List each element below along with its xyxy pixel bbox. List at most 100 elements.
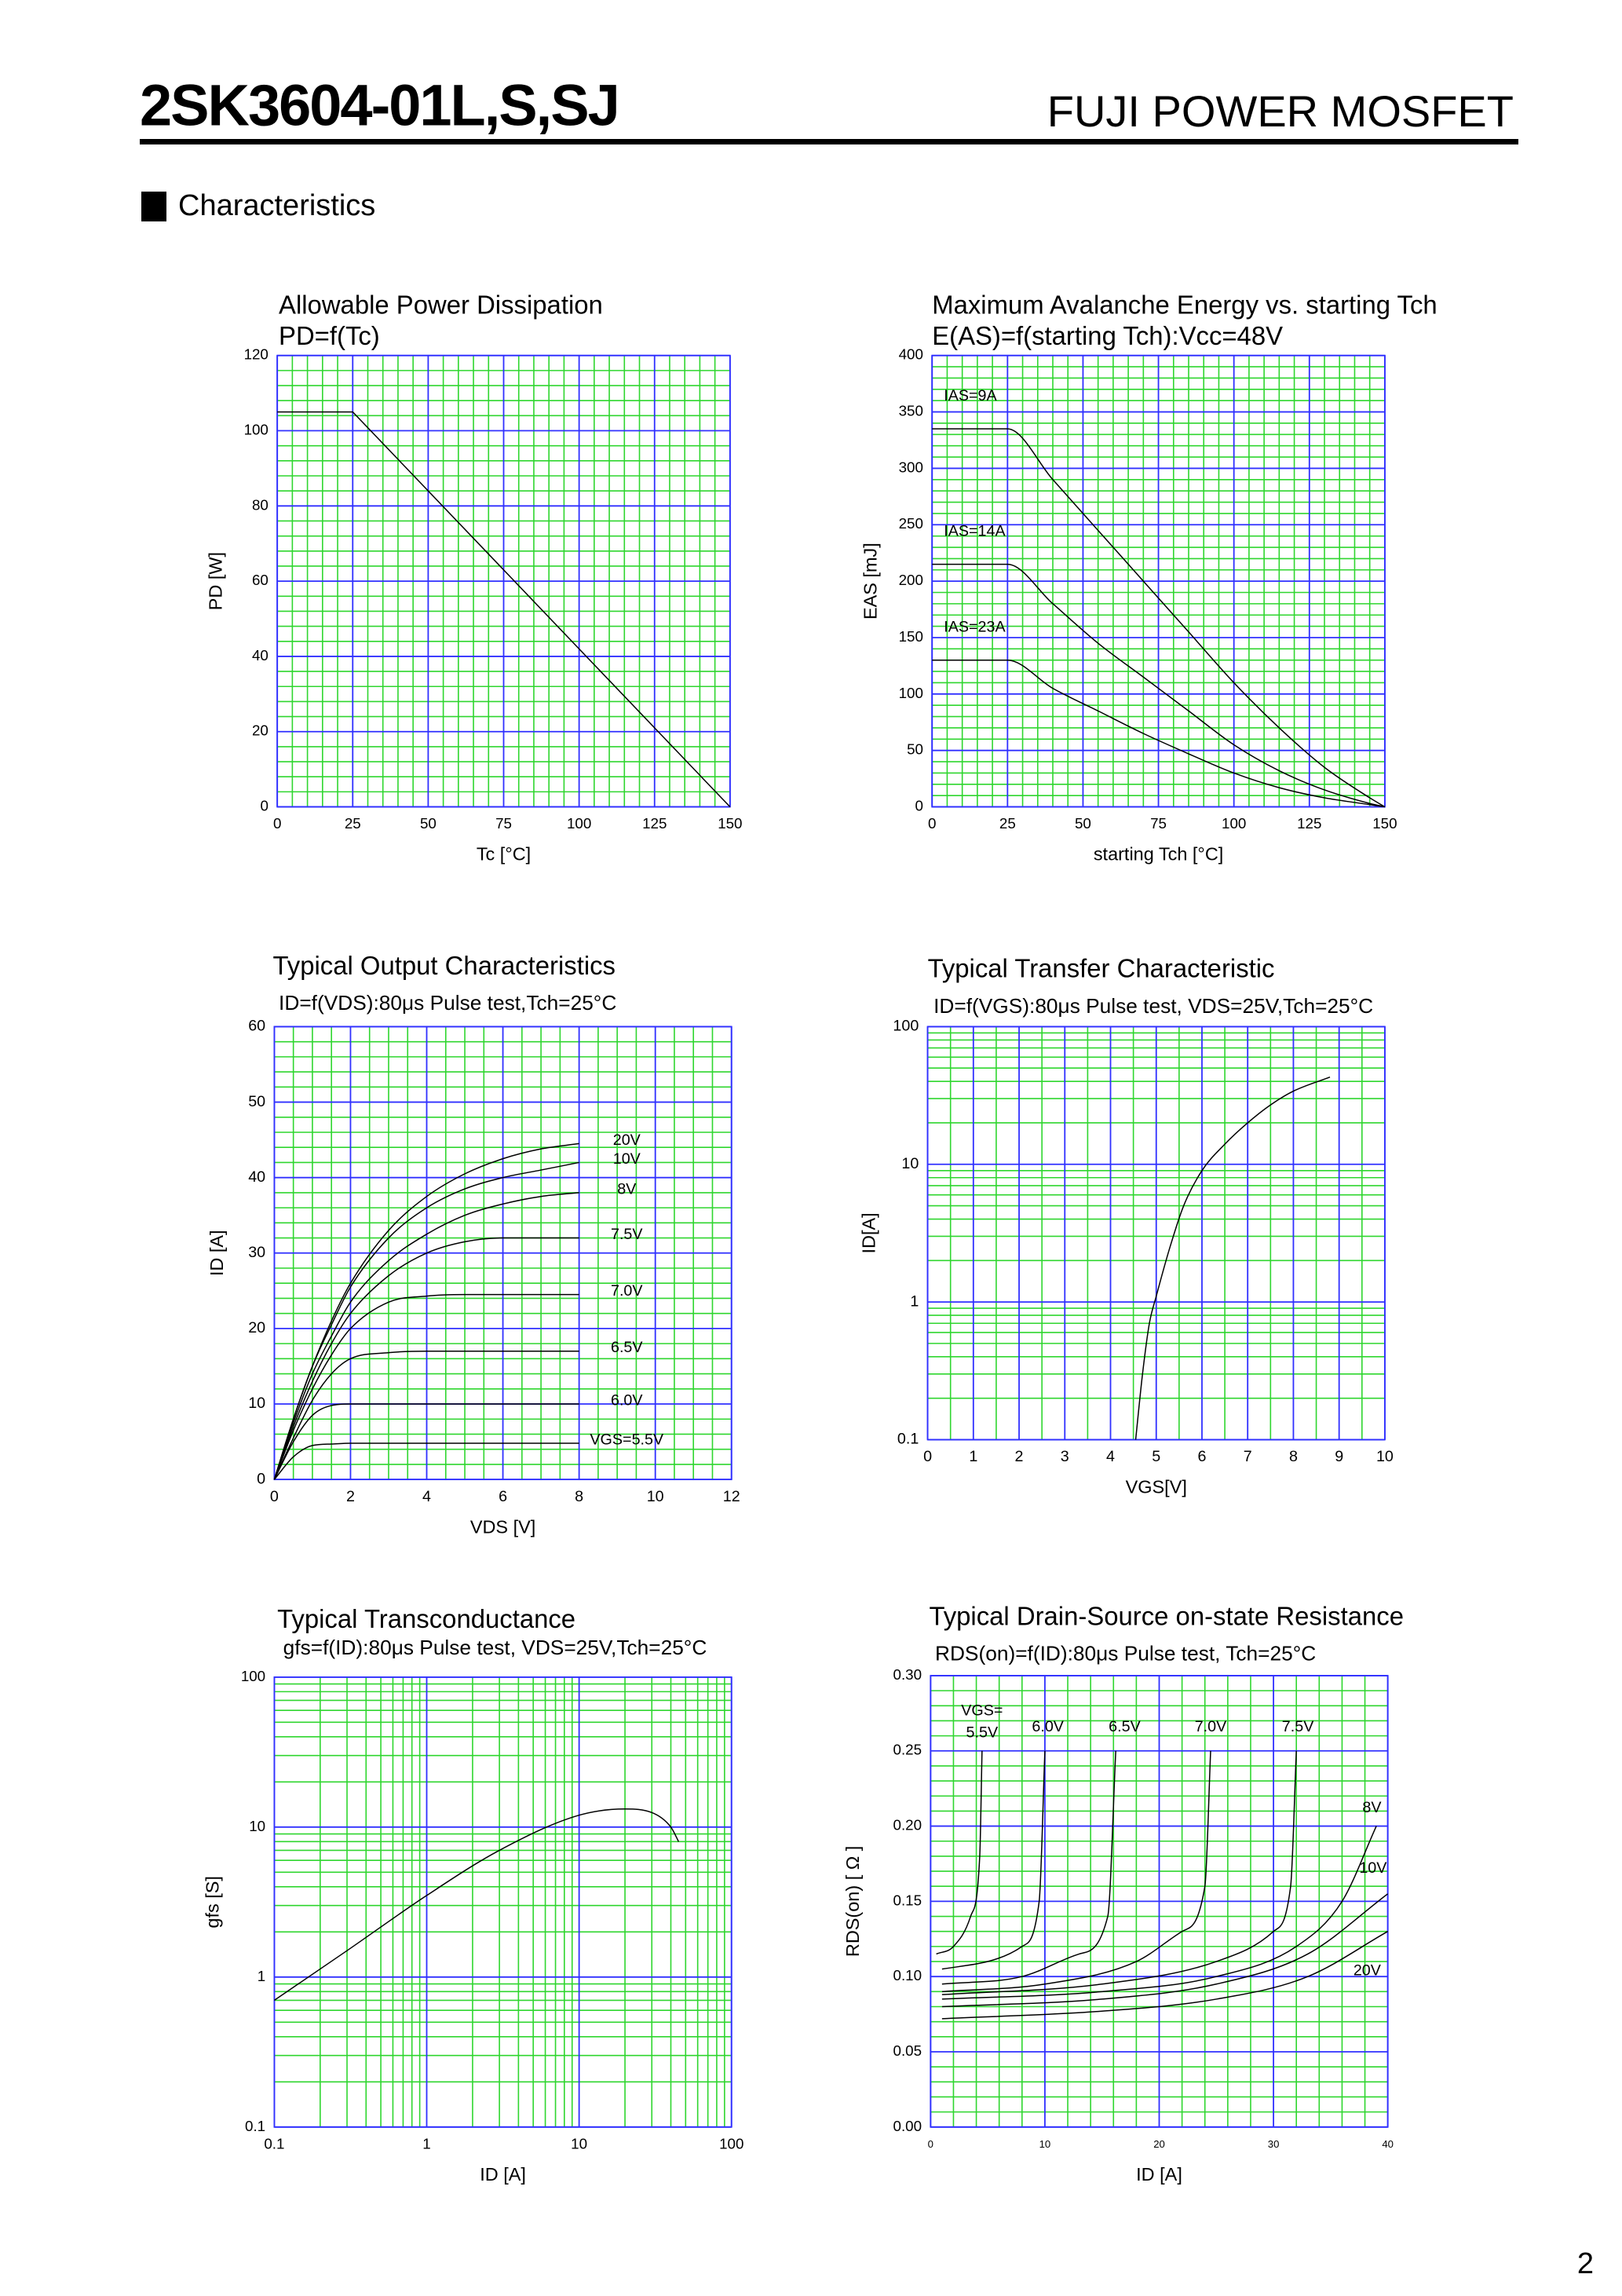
x-tick-label: 50 — [420, 815, 437, 832]
x-tick-label: 8 — [1289, 1448, 1298, 1465]
x-tick-label: 150 — [1372, 815, 1397, 832]
curve — [941, 1750, 1211, 1993]
plot-frame — [931, 354, 1386, 808]
y-tick-label: 100 — [893, 1018, 919, 1035]
curve — [273, 1403, 579, 1480]
curve — [932, 428, 1386, 808]
y-tick-label: 300 — [899, 459, 923, 475]
y-tick-label: 400 — [899, 346, 923, 363]
y-tick-label: 100 — [899, 685, 923, 701]
curve-label: 10V — [1359, 1859, 1387, 1877]
curve — [1134, 1076, 1331, 1440]
curve-label: 7.5V — [1282, 1718, 1314, 1735]
x-tick-label: 6 — [1197, 1448, 1206, 1465]
y-axis-label: ID [A] — [206, 1230, 227, 1276]
chart-subtitle: E(AS)=f(starting Tch):Vcc=48V — [932, 321, 1283, 350]
curve — [941, 1750, 1046, 1970]
chart-title: Maximum Avalanche Energy vs. starting Tc… — [932, 290, 1437, 319]
curve-label: IAS=14A — [944, 522, 1006, 539]
x-tick-label: 10 — [647, 1488, 664, 1505]
x-tick-label: 125 — [642, 815, 667, 832]
y-tick-label: 150 — [899, 628, 923, 645]
curve-label: 6.0V — [1032, 1718, 1064, 1735]
chart-title: Typical Transconductance — [277, 1604, 575, 1633]
x-tick-label: 40 — [1382, 2138, 1394, 2150]
chart-subtitle: gfs=f(ID):80μs Pulse test, VDS=25V,Tch=2… — [283, 1636, 707, 1659]
curve — [941, 1931, 1389, 2020]
section-bullet — [141, 192, 166, 221]
x-tick-label: 75 — [495, 815, 512, 832]
y-tick-label: 120 — [244, 346, 269, 363]
curve — [936, 1750, 983, 1955]
plot-frame — [276, 354, 731, 808]
x-tick-label: 0 — [923, 1448, 932, 1465]
y-tick-label: 0.25 — [893, 1742, 922, 1758]
x-tick-label: 5 — [1152, 1448, 1160, 1465]
curve-label: 20V — [613, 1132, 641, 1149]
curve-label: 6.5V — [611, 1339, 643, 1356]
y-tick-label: 60 — [248, 1018, 265, 1035]
y-tick-label: 20 — [248, 1319, 265, 1336]
x-tick-label: 10 — [571, 2135, 587, 2152]
curve — [941, 1750, 1297, 1995]
y-tick-label: 50 — [907, 741, 923, 758]
y-tick-label: 0.15 — [893, 1892, 922, 1908]
curve-label: 7.5V — [611, 1226, 643, 1243]
y-tick-label: 30 — [248, 1244, 265, 1261]
y-tick-label: 50 — [248, 1093, 265, 1110]
y-axis-label: PD [W] — [205, 552, 225, 610]
y-tick-label: 40 — [252, 647, 269, 664]
plot-frame — [930, 1675, 1389, 2128]
x-tick-label: 12 — [723, 1488, 740, 1505]
curve-label: 20V — [1353, 1962, 1382, 1980]
y-tick-label: 350 — [899, 403, 923, 419]
part-number: 2SK3604-01L,S,SJ — [140, 73, 619, 138]
x-tick-label: 50 — [1075, 815, 1091, 832]
curve — [932, 659, 1386, 808]
curve — [941, 1750, 1116, 1985]
y-tick-label: 100 — [241, 1668, 265, 1684]
x-tick-label: 10 — [1039, 2138, 1051, 2150]
x-axis-label: ID [A] — [1136, 2164, 1182, 2184]
y-tick-label: 200 — [899, 572, 923, 588]
y-tick-label: 0 — [260, 797, 268, 813]
curve — [941, 1893, 1389, 2008]
y-axis-label: gfs [S] — [203, 1876, 223, 1929]
x-tick-label: 0 — [273, 815, 281, 832]
curve-label: 7.0V — [611, 1282, 643, 1300]
x-tick-label: 6 — [499, 1488, 507, 1505]
x-tick-label: 4 — [422, 1488, 431, 1505]
plot-frame — [273, 1676, 732, 2128]
legend-title: VGS= — [961, 1702, 1003, 1719]
plot-frame — [926, 1026, 1386, 1441]
section-title: Characteristics — [178, 189, 375, 222]
chart-subtitle: ID=f(VGS):80μs Pulse test, VDS=25V,Tch=2… — [933, 994, 1373, 1018]
y-tick-label: 0 — [257, 1470, 265, 1487]
chart-title: Typical Transfer Characteristic — [928, 954, 1275, 983]
curve — [273, 1161, 579, 1480]
x-tick-label: 4 — [1106, 1448, 1115, 1465]
y-tick-label: 0.1 — [245, 2118, 265, 2134]
x-tick-label: 150 — [718, 815, 742, 832]
x-tick-label: 0 — [928, 2138, 933, 2150]
y-tick-label: 60 — [252, 572, 269, 588]
chart-subtitle: PD=f(Tc) — [279, 321, 380, 350]
y-tick-label: 0 — [915, 797, 923, 813]
curve-label: 8V — [617, 1180, 637, 1197]
x-tick-label: 10 — [1376, 1448, 1394, 1465]
y-tick-label: 0.00 — [893, 2118, 922, 2134]
curve-label: 6.5V — [1109, 1718, 1141, 1735]
curve — [273, 1237, 579, 1480]
curve-label: VGS=5.5V — [590, 1431, 664, 1448]
y-tick-label: 0.1 — [897, 1431, 919, 1448]
curve-label: 8V — [1362, 1799, 1382, 1816]
y-tick-label: 10 — [901, 1155, 919, 1172]
y-tick-label: 0.05 — [893, 2042, 922, 2059]
y-tick-label: 1 — [910, 1292, 919, 1310]
curve-label: 6.0V — [611, 1391, 643, 1409]
chart-subtitle: ID=f(VDS):80μs Pulse test,Tch=25°C — [279, 991, 616, 1015]
chart-title: Allowable Power Dissipation — [279, 290, 603, 319]
chart-title: Typical Drain-Source on-state Resistance — [929, 1601, 1404, 1630]
curve — [932, 563, 1386, 808]
